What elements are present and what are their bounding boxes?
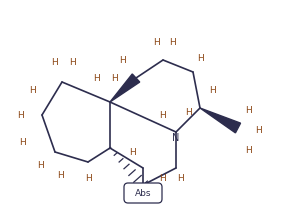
Text: H: H — [85, 174, 91, 183]
Text: H: H — [94, 73, 100, 82]
Text: H: H — [245, 146, 252, 155]
Text: H: H — [112, 73, 118, 82]
Text: H: H — [69, 58, 75, 67]
Text: H: H — [17, 110, 23, 119]
Text: N: N — [172, 133, 180, 143]
Text: H: H — [52, 58, 58, 67]
Polygon shape — [200, 108, 240, 133]
Text: H: H — [159, 110, 165, 119]
Text: H: H — [177, 174, 183, 183]
Text: H: H — [159, 174, 165, 183]
Text: H: H — [197, 54, 203, 62]
Text: H: H — [209, 86, 215, 95]
Text: Abs: Abs — [135, 189, 151, 198]
FancyBboxPatch shape — [124, 183, 162, 203]
Polygon shape — [110, 74, 140, 102]
Text: H: H — [29, 86, 35, 95]
Text: H: H — [153, 37, 159, 47]
Text: H: H — [37, 161, 44, 170]
Text: H: H — [57, 170, 63, 179]
Text: H: H — [185, 108, 191, 116]
Text: H: H — [129, 147, 135, 157]
Text: H: H — [119, 56, 125, 65]
Text: H: H — [245, 106, 252, 114]
Text: H: H — [254, 125, 261, 134]
Text: H: H — [169, 37, 176, 47]
Text: H: H — [18, 138, 25, 146]
